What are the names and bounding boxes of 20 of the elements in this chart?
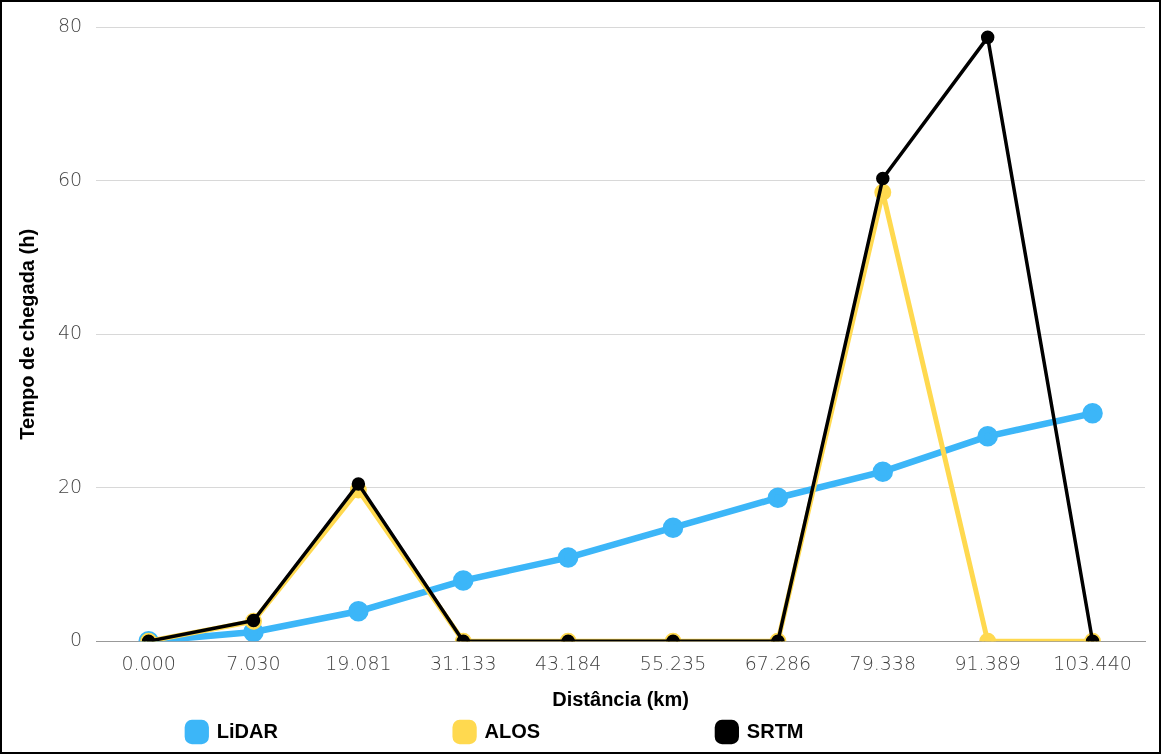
legend-label: ALOS [484,719,707,742]
x-tick-label: 19.081 [325,651,392,674]
x-tick-label: 7.030 [226,651,281,674]
x-axis-title: Distância (km) [552,687,689,710]
y-axis-title: Tempo de chegada (h) [15,228,38,440]
legend-label: LiDAR [216,719,445,742]
x-tick-label: 67.286 [744,651,812,674]
y-tick-label: 0 [70,628,83,651]
x-tick-label: 55.235 [639,651,707,674]
y-tick-label: 80 [57,14,83,37]
x-tick-label: 103.440 [1053,651,1132,674]
x-tick-label: 79.338 [849,651,917,674]
y-tick-label: 60 [57,167,83,190]
x-tick-label: 43.184 [534,651,602,674]
x-tick-label: 0.000 [121,651,176,674]
legend-label: SRTM [746,719,971,742]
x-tick-label: 91.389 [954,651,1021,674]
y-tick-label: 40 [57,321,83,344]
x-tick-label: 31.133 [430,651,497,674]
y-tick-label: 20 [57,474,83,497]
